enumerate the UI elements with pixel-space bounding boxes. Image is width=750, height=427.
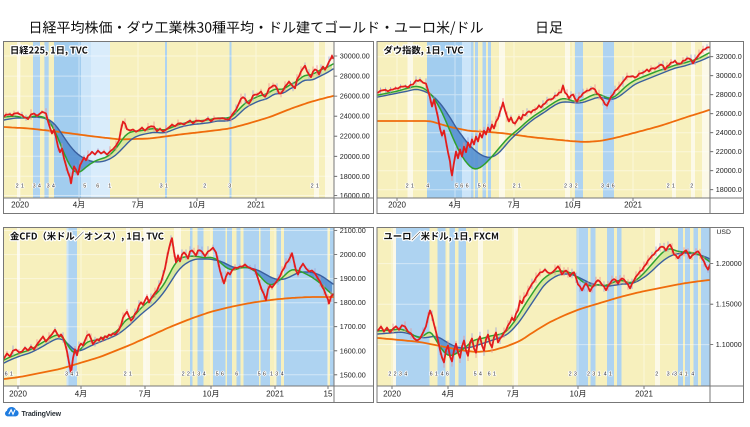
svg-text:1500.00: 1500.00	[340, 370, 366, 379]
svg-text:6: 6	[96, 184, 99, 190]
svg-text:6 1: 6 1	[5, 372, 14, 378]
svg-text:3 4 6: 3 4 6	[601, 184, 615, 190]
svg-text:6 1: 6 1	[488, 372, 497, 378]
svg-text:1 3 4: 1 3 4	[270, 372, 284, 378]
svg-text:5 6: 5 6	[258, 372, 267, 378]
svg-text:1 3 4: 1 3 4	[192, 372, 206, 378]
svg-text:3: 3	[228, 184, 231, 190]
svg-text:2020: 2020	[388, 201, 406, 210]
svg-text:3 4: 3 4	[667, 372, 676, 378]
svg-text:1800.00: 1800.00	[340, 298, 366, 307]
svg-text:USD: USD	[717, 229, 731, 236]
svg-text:5: 5	[83, 184, 86, 190]
svg-text:15: 15	[324, 390, 333, 399]
svg-text:6: 6	[235, 372, 238, 378]
svg-text:2 3: 2 3	[569, 372, 578, 378]
svg-text:2 2 3 4: 2 2 3 4	[388, 372, 407, 378]
svg-text:22000.0: 22000.0	[716, 147, 742, 156]
svg-text:6 1: 6 1	[430, 372, 439, 378]
svg-text:2 1: 2 1	[124, 372, 133, 378]
svg-text:2100.00: 2100.00	[340, 226, 366, 235]
svg-text:5 6 6: 5 6 6	[455, 184, 469, 190]
svg-text:5 6: 5 6	[216, 372, 225, 378]
svg-text:1600.00: 1600.00	[340, 346, 366, 355]
svg-text:5 4: 5 4	[474, 372, 483, 378]
svg-text:24000.00: 24000.00	[340, 112, 370, 121]
svg-text:32000.0: 32000.0	[716, 52, 742, 61]
svg-text:2021: 2021	[247, 201, 265, 210]
svg-text:3 1: 3 1	[160, 184, 169, 190]
svg-text:1: 1	[108, 184, 111, 190]
svg-text:2020: 2020	[9, 390, 27, 399]
svg-text:28000.0: 28000.0	[716, 90, 742, 99]
svg-text:2 3 2: 2 3 2	[564, 184, 578, 190]
svg-text:22000.00: 22000.00	[340, 132, 370, 141]
svg-text:3 4: 3 4	[33, 184, 42, 190]
svg-text:2 1: 2 1	[311, 184, 320, 190]
svg-text:2021: 2021	[266, 390, 284, 399]
svg-text:1900.00: 1900.00	[340, 274, 366, 283]
svg-text:4 6: 4 6	[441, 372, 450, 378]
svg-text:1.20000: 1.20000	[716, 259, 742, 268]
svg-text:2000.00: 2000.00	[340, 250, 366, 259]
svg-text:2021: 2021	[624, 201, 642, 210]
svg-text:2 3 1: 2 3 1	[587, 372, 601, 378]
svg-text:2: 2	[203, 184, 206, 190]
svg-text:1700.00: 1700.00	[340, 322, 366, 331]
svg-text:4: 4	[426, 184, 429, 190]
svg-text:18000.00: 18000.00	[340, 172, 370, 181]
svg-text:2 1: 2 1	[16, 184, 25, 190]
svg-text:2 1: 2 1	[667, 184, 676, 190]
svg-text:2 2: 2 2	[182, 372, 191, 378]
svg-text:1.15000: 1.15000	[716, 300, 742, 309]
svg-text:20000.00: 20000.00	[340, 152, 370, 161]
svg-text:2 1: 2 1	[513, 184, 522, 190]
svg-text:2: 2	[690, 184, 693, 190]
svg-text:3 4 1: 3 4 1	[674, 372, 688, 378]
svg-text:2: 2	[655, 372, 658, 378]
svg-text:2020: 2020	[11, 201, 29, 210]
svg-text:28000.00: 28000.00	[340, 72, 370, 81]
svg-text:5 6: 5 6	[478, 184, 487, 190]
svg-text:18000.0: 18000.0	[716, 185, 742, 194]
svg-text:26000.00: 26000.00	[340, 92, 370, 101]
svg-text:TradingView: TradingView	[22, 411, 62, 418]
svg-text:2020: 2020	[383, 390, 401, 399]
svg-text:26000.0: 26000.0	[716, 109, 742, 118]
svg-text:3 4 1: 3 4 1	[65, 372, 79, 378]
svg-text:2021: 2021	[635, 390, 653, 399]
svg-text:24000.0: 24000.0	[716, 128, 742, 137]
svg-text:2 1: 2 1	[406, 184, 415, 190]
svg-text:3 4: 3 4	[47, 184, 56, 190]
svg-text:30000.0: 30000.0	[716, 71, 742, 80]
svg-text:16000.00: 16000.00	[340, 191, 370, 200]
svg-text:20000.0: 20000.0	[716, 166, 742, 175]
svg-text:30000.00: 30000.00	[340, 52, 370, 61]
svg-text:4: 4	[691, 372, 694, 378]
svg-text:1.10000: 1.10000	[716, 340, 742, 349]
svg-text:4 1: 4 1	[604, 372, 613, 378]
